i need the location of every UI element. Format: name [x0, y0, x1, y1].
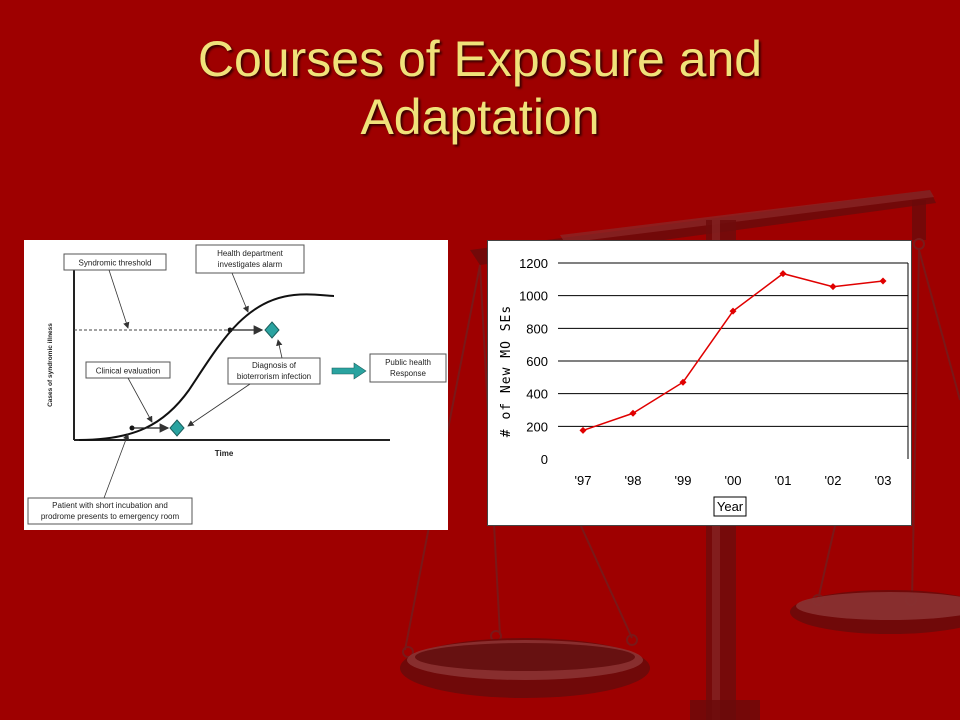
slide-title-line-2: Adaptation — [360, 89, 600, 145]
clinical-evaluation-label: Clinical evaluation — [96, 367, 160, 376]
diamond-marker — [264, 321, 280, 339]
chart-series-line — [582, 272, 884, 432]
chart-y-tick-label: 1000 — [519, 289, 548, 304]
diagram-x-axis-label: Time — [215, 449, 234, 458]
slide-title: Courses of Exposure and Adaptation — [0, 30, 960, 146]
chart-y-tick-label: 200 — [526, 419, 548, 434]
syndromic-threshold-label: Syndromic threshold — [79, 259, 152, 268]
public-health-label-line-1: Public health — [385, 358, 431, 367]
chart-data-point — [579, 426, 587, 434]
chart-x-tick-label: '99 — [675, 473, 692, 488]
chart-x-tick-label: '02 — [825, 473, 842, 488]
new-mo-ses-chart: 0 200 400 600 800 1000 1200 '97 '98 '99 '00 '01 '02… — [487, 240, 912, 526]
health-dept-label-line-2: investigates alarm — [218, 260, 283, 269]
chart-y-axis-label: # of New MO SEs — [499, 305, 514, 437]
chart-x-axis-label-box — [713, 496, 747, 517]
chart-x-tick-label: '03 — [875, 473, 892, 488]
response-arrow — [331, 362, 367, 380]
health-dept-label-line-1: Health department — [217, 249, 284, 258]
chart-data-point — [729, 307, 737, 315]
chart-x-axis-label: Year — [717, 499, 744, 514]
diagnosis-label-line-2: bioterrorism infection — [237, 372, 311, 381]
diagram-y-axis-label: Cases of syndromic illness — [47, 323, 54, 407]
chart-x-tick-label: '97 — [575, 473, 592, 488]
slide-title-line-1: Courses of Exposure and — [197, 31, 763, 87]
diagnosis-label-line-1: Diagnosis of — [252, 361, 297, 370]
chart-data-point — [629, 409, 637, 417]
chart-y-tick-label: 600 — [526, 354, 548, 369]
chart-y-tick-label: 1200 — [519, 256, 548, 271]
chart-x-tick-label: '01 — [775, 473, 792, 488]
chart-data-point — [779, 270, 787, 278]
chart-x-tick-label: '98 — [625, 473, 642, 488]
public-health-label-line-2: Response — [390, 369, 427, 378]
syndromic-surveillance-diagram: Syndromic threshold Health department in… — [24, 240, 448, 530]
chart-y-tick-label: 0 — [541, 452, 548, 467]
chart-y-tick-label: 400 — [526, 387, 548, 402]
chart-y-tick-label: 800 — [526, 321, 548, 336]
chart-x-tick-label: '00 — [725, 473, 742, 488]
chart-data-point — [829, 283, 837, 291]
cases-curve — [78, 293, 335, 441]
chart-data-point — [679, 378, 687, 386]
patient-label-line-2: prodrome presents to emergency room — [41, 512, 180, 521]
patient-label-line-1: Patient with short incubation and — [52, 501, 168, 510]
diamond-marker — [169, 419, 185, 437]
chart-data-point — [879, 277, 887, 285]
